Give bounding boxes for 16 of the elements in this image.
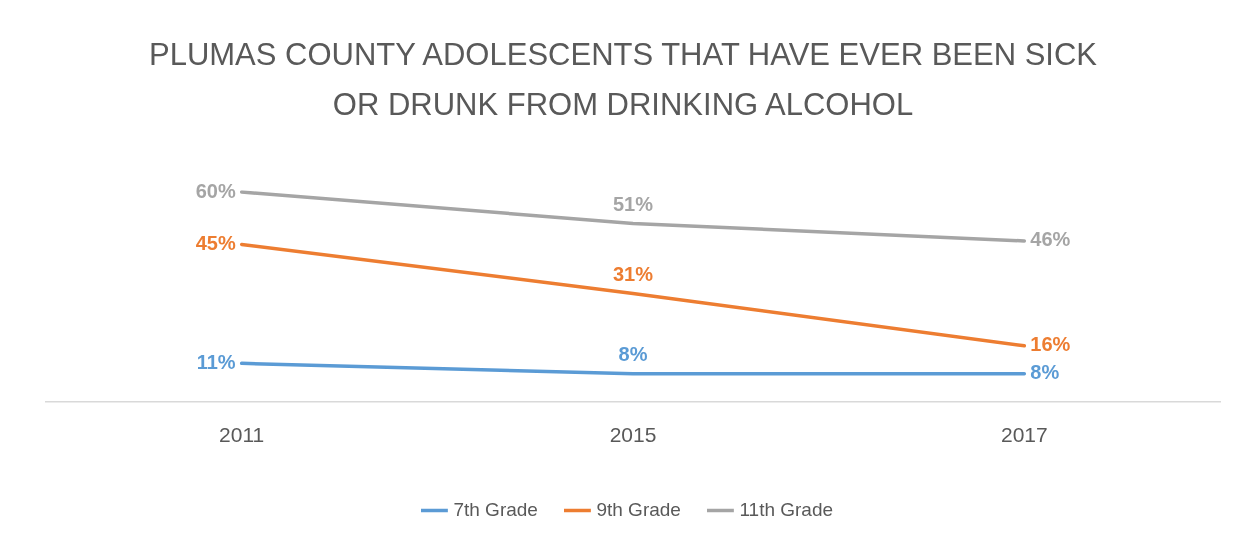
data-label: 16% xyxy=(1030,333,1071,356)
legend-label: 9th Grade xyxy=(596,498,681,520)
x-tick-label: 2015 xyxy=(609,423,657,447)
data-label: 46% xyxy=(1030,228,1071,251)
data-label: 51% xyxy=(612,192,654,215)
data-label: 8% xyxy=(618,343,648,366)
data-label: 11% xyxy=(196,350,236,373)
x-tick-label: 2017 xyxy=(1000,423,1048,447)
chart-title: PLUMAS COUNTY ADOLESCENTS THAT HAVE EVER BEEN SICK OR DRUNK FROM DRINKING ALCOHOL xyxy=(147,36,1098,124)
data-label: 31% xyxy=(612,262,654,285)
data-label: 8% xyxy=(1030,361,1060,384)
data-label: 45% xyxy=(195,231,236,254)
x-tick-label: 2011 xyxy=(219,423,265,447)
legend-label: 7th Grade xyxy=(453,498,538,520)
legend-label: 11th Grade xyxy=(739,498,834,520)
data-label: 60% xyxy=(195,179,236,202)
